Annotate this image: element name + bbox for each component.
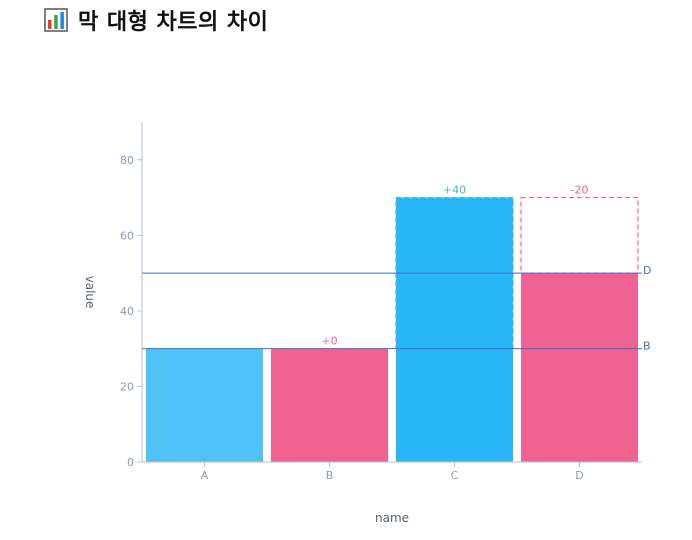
diff-label-c: +40 xyxy=(443,184,466,197)
bar-chart-icon xyxy=(44,8,68,32)
bar-a xyxy=(146,348,263,462)
diff-label-b: +0 xyxy=(321,335,337,348)
y-axis-title: value xyxy=(83,276,97,309)
diff-label-d: -20 xyxy=(571,184,589,197)
x-tick-label: B xyxy=(326,469,334,482)
reference-line-label-d: D xyxy=(643,264,651,277)
reference-lines: BD xyxy=(142,264,651,353)
reference-line-label-b: B xyxy=(643,340,651,353)
y-tick-label: 0 xyxy=(127,456,134,469)
x-tick-label: A xyxy=(201,469,209,482)
page-header: 막 대형 차트의 차이 xyxy=(44,4,268,36)
bar-b xyxy=(271,348,388,462)
bar-c xyxy=(396,197,513,463)
bar-d xyxy=(521,273,638,462)
y-tick-label: 80 xyxy=(120,154,134,167)
y-tick-label: 40 xyxy=(120,305,134,318)
diff-box-d xyxy=(520,196,639,274)
y-axis-ticks: 0 20 40 60 80 xyxy=(120,154,142,469)
page-title: 막 대형 차트의 차이 xyxy=(78,10,269,35)
bars xyxy=(146,197,638,463)
y-tick-label: 60 xyxy=(120,229,134,242)
y-tick-label: 20 xyxy=(120,380,134,393)
x-axis-title: name xyxy=(375,511,409,525)
x-tick-label: D xyxy=(575,469,583,482)
axes: A B C D xyxy=(141,122,642,482)
x-tick-label: C xyxy=(451,469,459,482)
